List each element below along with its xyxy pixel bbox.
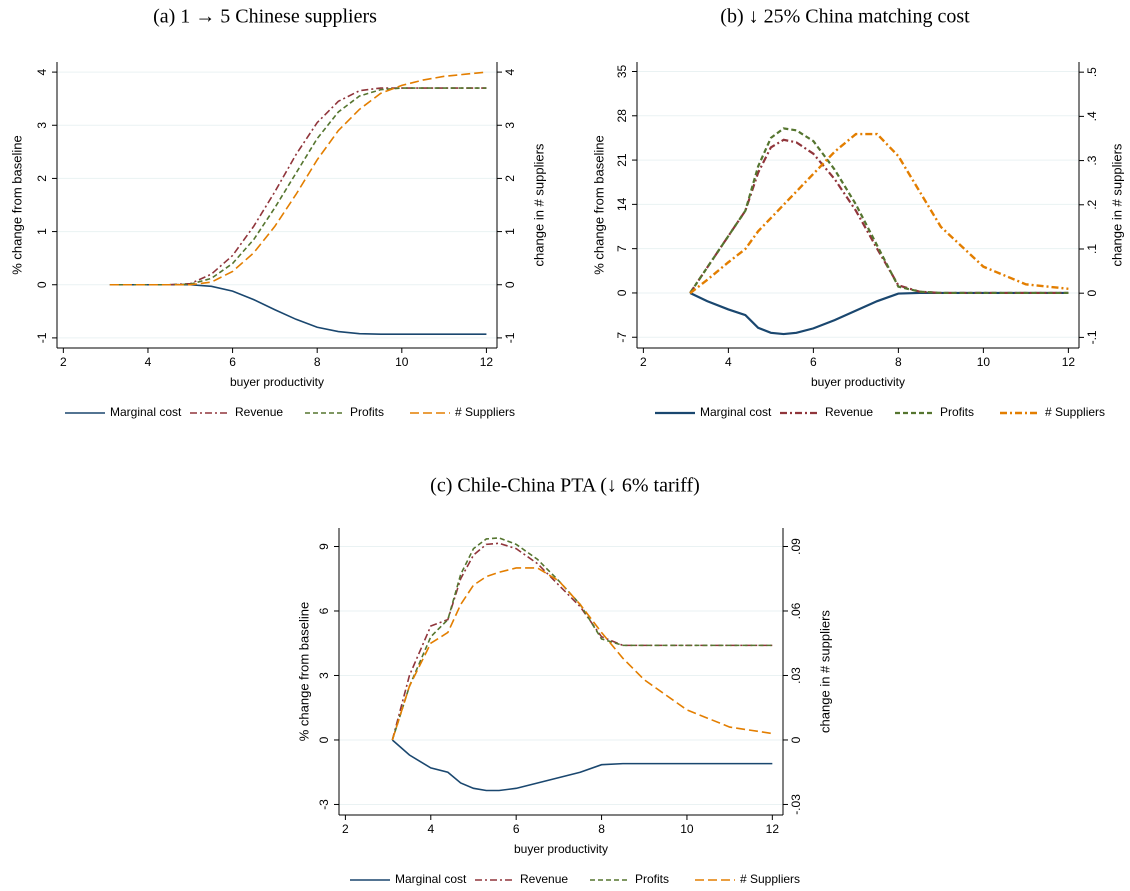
x-tick-label: 2 bbox=[640, 355, 647, 369]
x-tick-label: 4 bbox=[725, 355, 732, 369]
y-tick-label: 21 bbox=[615, 153, 629, 167]
y2-tick-label: .3 bbox=[1085, 155, 1099, 165]
legend-label: Profits bbox=[635, 872, 669, 886]
x-tick-label: 10 bbox=[680, 822, 694, 836]
y2-tick-label: -.1 bbox=[1085, 330, 1099, 344]
y-tick-label: 0 bbox=[35, 281, 49, 288]
x-tick-label: 8 bbox=[314, 355, 321, 369]
y-tick-label: 7 bbox=[615, 245, 629, 252]
x-tick-label: 4 bbox=[145, 355, 152, 369]
x-tick-label: 12 bbox=[480, 355, 494, 369]
series-line bbox=[689, 138, 1069, 295]
y-axis-label: % change from baseline bbox=[591, 135, 606, 274]
y2-tick-label: .2 bbox=[1085, 199, 1099, 209]
y2-tick-label: 2 bbox=[503, 175, 517, 182]
y-axis-label: % change from baseline bbox=[9, 135, 24, 274]
y2-tick-label: -1 bbox=[503, 332, 517, 343]
y2-tick-label: 0 bbox=[789, 736, 803, 743]
x-tick-label: 6 bbox=[810, 355, 817, 369]
chart-title: (c) Chile-China PTA (↓ 6% tariff) bbox=[430, 475, 700, 497]
y-tick-label: -1 bbox=[35, 332, 49, 343]
legend-label: Profits bbox=[940, 405, 974, 419]
y-tick-label: -3 bbox=[317, 799, 331, 810]
legend-label: # Suppliers bbox=[1045, 405, 1105, 419]
series-line bbox=[391, 739, 773, 792]
y-tick-label: 0 bbox=[615, 289, 629, 296]
y2-axis-label: change in # suppliers bbox=[1109, 143, 1124, 266]
series-line bbox=[109, 71, 487, 286]
legend-label: Revenue bbox=[235, 405, 283, 419]
x-tick-label: 8 bbox=[598, 822, 605, 836]
legend-label: # Suppliers bbox=[455, 405, 515, 419]
y2-tick-label: 0 bbox=[1085, 290, 1099, 297]
legend-label: Marginal cost bbox=[700, 405, 772, 419]
series-line bbox=[109, 87, 487, 286]
x-tick-label: 12 bbox=[766, 822, 780, 836]
chart-title: (b) ↓ 25% China matching cost bbox=[720, 6, 970, 28]
y2-tick-label: .1 bbox=[1085, 244, 1099, 254]
y2-tick-label: .06 bbox=[789, 602, 803, 619]
y2-axis-label: change in # suppliers bbox=[817, 610, 832, 733]
y-tick-label: 1 bbox=[35, 228, 49, 235]
y2-axis-label: change in # suppliers bbox=[531, 143, 546, 266]
y-tick-label: 6 bbox=[317, 607, 331, 614]
x-tick-label: 6 bbox=[229, 355, 236, 369]
series-line bbox=[391, 537, 773, 741]
y2-tick-label: 0 bbox=[503, 281, 517, 288]
x-tick-label: 10 bbox=[395, 355, 409, 369]
y-tick-label: 14 bbox=[615, 197, 629, 211]
series-line bbox=[689, 127, 1069, 295]
series-line bbox=[391, 567, 773, 741]
y-tick-label: 0 bbox=[317, 736, 331, 743]
legend-label: Profits bbox=[350, 405, 384, 419]
x-tick-label: 12 bbox=[1062, 355, 1076, 369]
x-axis-label: buyer productivity bbox=[230, 375, 324, 389]
x-axis-label: buyer productivity bbox=[811, 375, 905, 389]
y-tick-label: 3 bbox=[35, 122, 49, 129]
x-tick-label: 2 bbox=[60, 355, 67, 369]
legend-label: # Suppliers bbox=[740, 872, 800, 886]
legend-label: Marginal cost bbox=[110, 405, 182, 419]
series-line bbox=[391, 542, 773, 741]
y-tick-label: 35 bbox=[615, 64, 629, 78]
y-tick-label: 4 bbox=[35, 68, 49, 75]
legend-label: Revenue bbox=[825, 405, 873, 419]
y-axis-label: % change from baseline bbox=[296, 602, 311, 741]
x-tick-label: 10 bbox=[977, 355, 991, 369]
series-line bbox=[689, 291, 1069, 336]
chart-title: (a) 1 → 5 Chinese suppliers bbox=[153, 6, 377, 28]
series-line bbox=[109, 283, 487, 335]
y2-tick-label: 4 bbox=[503, 68, 517, 75]
series-line bbox=[109, 87, 487, 286]
legend-label: Revenue bbox=[520, 872, 568, 886]
y-tick-label: 2 bbox=[35, 175, 49, 182]
y2-tick-label: 3 bbox=[503, 122, 517, 129]
y2-tick-label: .5 bbox=[1085, 67, 1099, 77]
y2-tick-label: 1 bbox=[503, 228, 517, 235]
y-tick-label: 9 bbox=[317, 543, 331, 550]
x-tick-label: 4 bbox=[427, 822, 434, 836]
x-tick-label: 6 bbox=[513, 822, 520, 836]
series-line bbox=[689, 132, 1069, 295]
y2-tick-label: .03 bbox=[789, 667, 803, 684]
y-tick-label: 3 bbox=[317, 672, 331, 679]
x-tick-label: 2 bbox=[342, 822, 349, 836]
y-tick-label: 28 bbox=[615, 109, 629, 123]
legend-label: Marginal cost bbox=[395, 872, 467, 886]
x-tick-label: 8 bbox=[895, 355, 902, 369]
y2-tick-label: .4 bbox=[1085, 111, 1099, 121]
y2-tick-label: -.03 bbox=[789, 794, 803, 815]
y-tick-label: -7 bbox=[615, 332, 629, 343]
x-axis-label: buyer productivity bbox=[514, 842, 608, 856]
y2-tick-label: .09 bbox=[789, 538, 803, 555]
